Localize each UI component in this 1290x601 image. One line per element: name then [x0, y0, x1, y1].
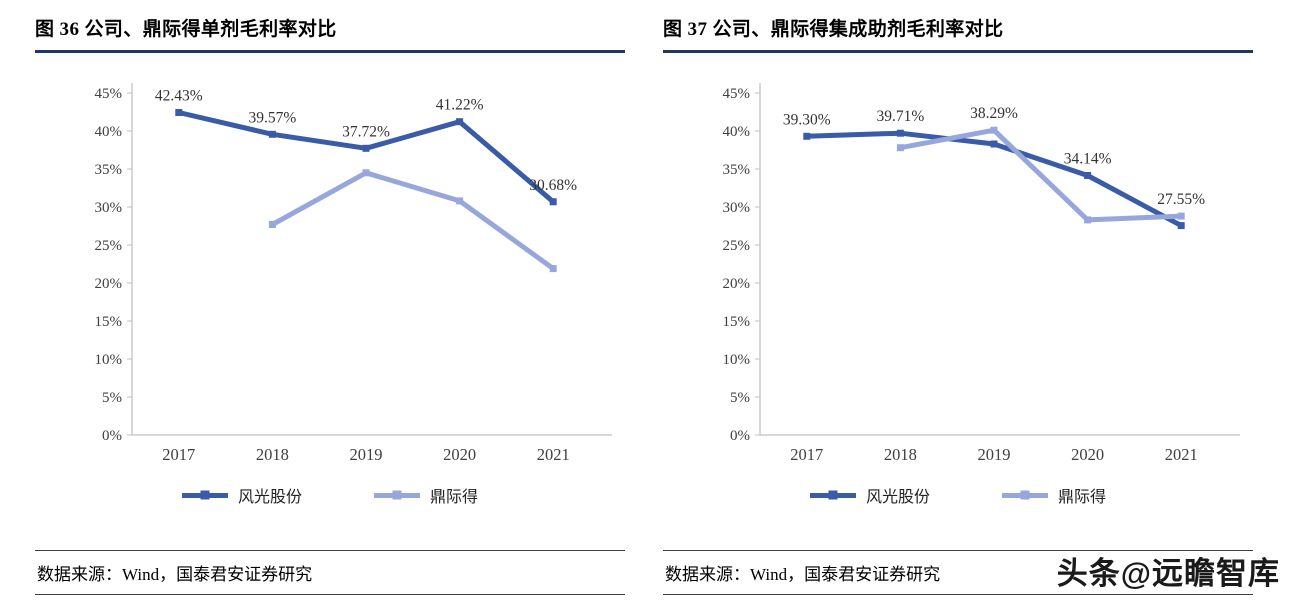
y-tick-label: 5% — [730, 390, 750, 406]
x-tick-label: 2021 — [1165, 445, 1198, 464]
series-marker — [268, 221, 276, 228]
series-marker — [990, 140, 998, 148]
y-tick-label: 45% — [723, 86, 751, 102]
chart-svg: 0% 5% 10% 15% 20% 25% 30% 35% 40% 45% 2017 2018 2019… — [723, 83, 1240, 464]
legend-line-icon — [181, 490, 228, 500]
legend-item-fengguang: 风光股份 — [809, 483, 930, 507]
data-label: 41.22% — [436, 97, 484, 114]
series-line — [897, 127, 1184, 223]
y-tick-label: 25% — [723, 238, 751, 254]
data-label: 39.71% — [877, 108, 925, 125]
data-label: 30.68% — [529, 177, 577, 194]
legend-line-icon — [374, 490, 420, 500]
series-marker — [549, 198, 557, 206]
chart-title: 图 37 公司、鼎际得集成助剂毛利率对比 — [663, 12, 1253, 53]
source-text: 数据来源：Wind，国泰君安证券研究 — [665, 565, 941, 584]
source-text: 数据来源：Wind，国泰君安证券研究 — [37, 565, 313, 584]
y-tick-label: 0% — [730, 428, 750, 444]
legend-label: 风光股份 — [865, 489, 930, 506]
data-label: 37.72% — [342, 123, 390, 140]
series-line — [269, 170, 556, 272]
legend-line-icon — [1002, 490, 1048, 500]
legend-line-icon — [809, 490, 856, 500]
series-marker — [362, 144, 370, 152]
data-label: 38.29% — [970, 105, 1018, 122]
x-tick-label: 2020 — [1071, 445, 1104, 464]
legend: 风光股份 鼎际得 — [35, 483, 625, 507]
legend-label: 鼎际得 — [430, 489, 479, 506]
y-tick-label: 15% — [95, 314, 123, 330]
legend-marker — [200, 490, 210, 500]
data-label: 42.43% — [155, 88, 203, 105]
series-marker — [1177, 222, 1185, 230]
x-tick-label: 2017 — [790, 445, 823, 464]
legend: 风光股份 鼎际得 — [663, 483, 1253, 507]
figure-36-panel: 图 36 公司、鼎际得单剂毛利率对比 0% 5% 10% 15% 20% 25% 30% 35… — [35, 12, 625, 601]
y-tick-label: 30% — [723, 200, 751, 216]
series-marker — [896, 129, 904, 137]
data-label: 27.55% — [1157, 191, 1205, 208]
series-marker — [175, 109, 183, 116]
x-tick-label: 2017 — [162, 445, 195, 464]
series-marker — [1084, 172, 1092, 179]
figure-37-panel: 图 37 公司、鼎际得集成助剂毛利率对比 0% 5% 10% 15% 20% 25% 30%… — [663, 12, 1253, 601]
y-tick-label: 20% — [723, 276, 751, 292]
y-tick-label: 5% — [102, 390, 122, 406]
series-marker — [549, 265, 557, 273]
series-marker — [990, 126, 998, 134]
x-tick-label: 2019 — [978, 445, 1011, 464]
series-marker — [456, 197, 464, 205]
legend-marker — [392, 490, 402, 500]
legend-marker — [828, 490, 838, 500]
y-tick-label: 10% — [95, 352, 123, 368]
y-tick-label: 40% — [723, 124, 751, 140]
series-marker — [896, 144, 904, 152]
y-tick-label: 10% — [723, 352, 751, 368]
series-marker — [1177, 212, 1185, 220]
x-tick-label: 2021 — [537, 445, 570, 464]
legend-item-fengguang: 风光股份 — [181, 483, 302, 507]
x-tick-label: 2018 — [884, 445, 917, 464]
data-label: 39.57% — [249, 109, 297, 126]
legend-marker — [1020, 490, 1030, 500]
y-tick-label: 0% — [102, 428, 122, 444]
series-marker — [1084, 216, 1092, 224]
y-tick-label: 35% — [95, 162, 123, 178]
series-marker — [268, 130, 276, 138]
legend-item-dingjide: 鼎际得 — [1002, 483, 1106, 507]
data-label: 39.30% — [783, 111, 831, 128]
series-marker — [803, 132, 811, 140]
y-tick-label: 30% — [95, 200, 123, 216]
series-marker — [362, 169, 370, 177]
source-block: 数据来源：Wind，国泰君安证券研究 — [35, 550, 625, 595]
y-tick-label: 35% — [723, 162, 751, 178]
source-block: 数据来源：Wind，国泰君安证券研究 — [663, 550, 1253, 595]
y-tick-label: 40% — [95, 124, 123, 140]
y-tick-label: 20% — [95, 276, 123, 292]
y-tick-label: 25% — [95, 238, 123, 254]
y-tick-label: 15% — [723, 314, 751, 330]
series-marker — [456, 118, 464, 126]
x-tick-label: 2020 — [443, 445, 476, 464]
chart-svg: 0% 5% 10% 15% 20% 25% 30% 35% 40% 45% 2017 2018 2019… — [95, 83, 612, 464]
y-tick-label: 45% — [95, 86, 123, 102]
x-tick-label: 2018 — [256, 445, 289, 464]
x-tick-label: 2019 — [350, 445, 383, 464]
chart-title: 图 36 公司、鼎际得单剂毛利率对比 — [35, 12, 625, 53]
legend-label: 风光股份 — [237, 489, 302, 506]
legend-label: 鼎际得 — [1058, 489, 1107, 506]
legend-item-dingjide: 鼎际得 — [374, 483, 478, 507]
data-label: 34.14% — [1064, 151, 1112, 168]
watermark: 头条@远瞻智库 — [1056, 556, 1280, 591]
